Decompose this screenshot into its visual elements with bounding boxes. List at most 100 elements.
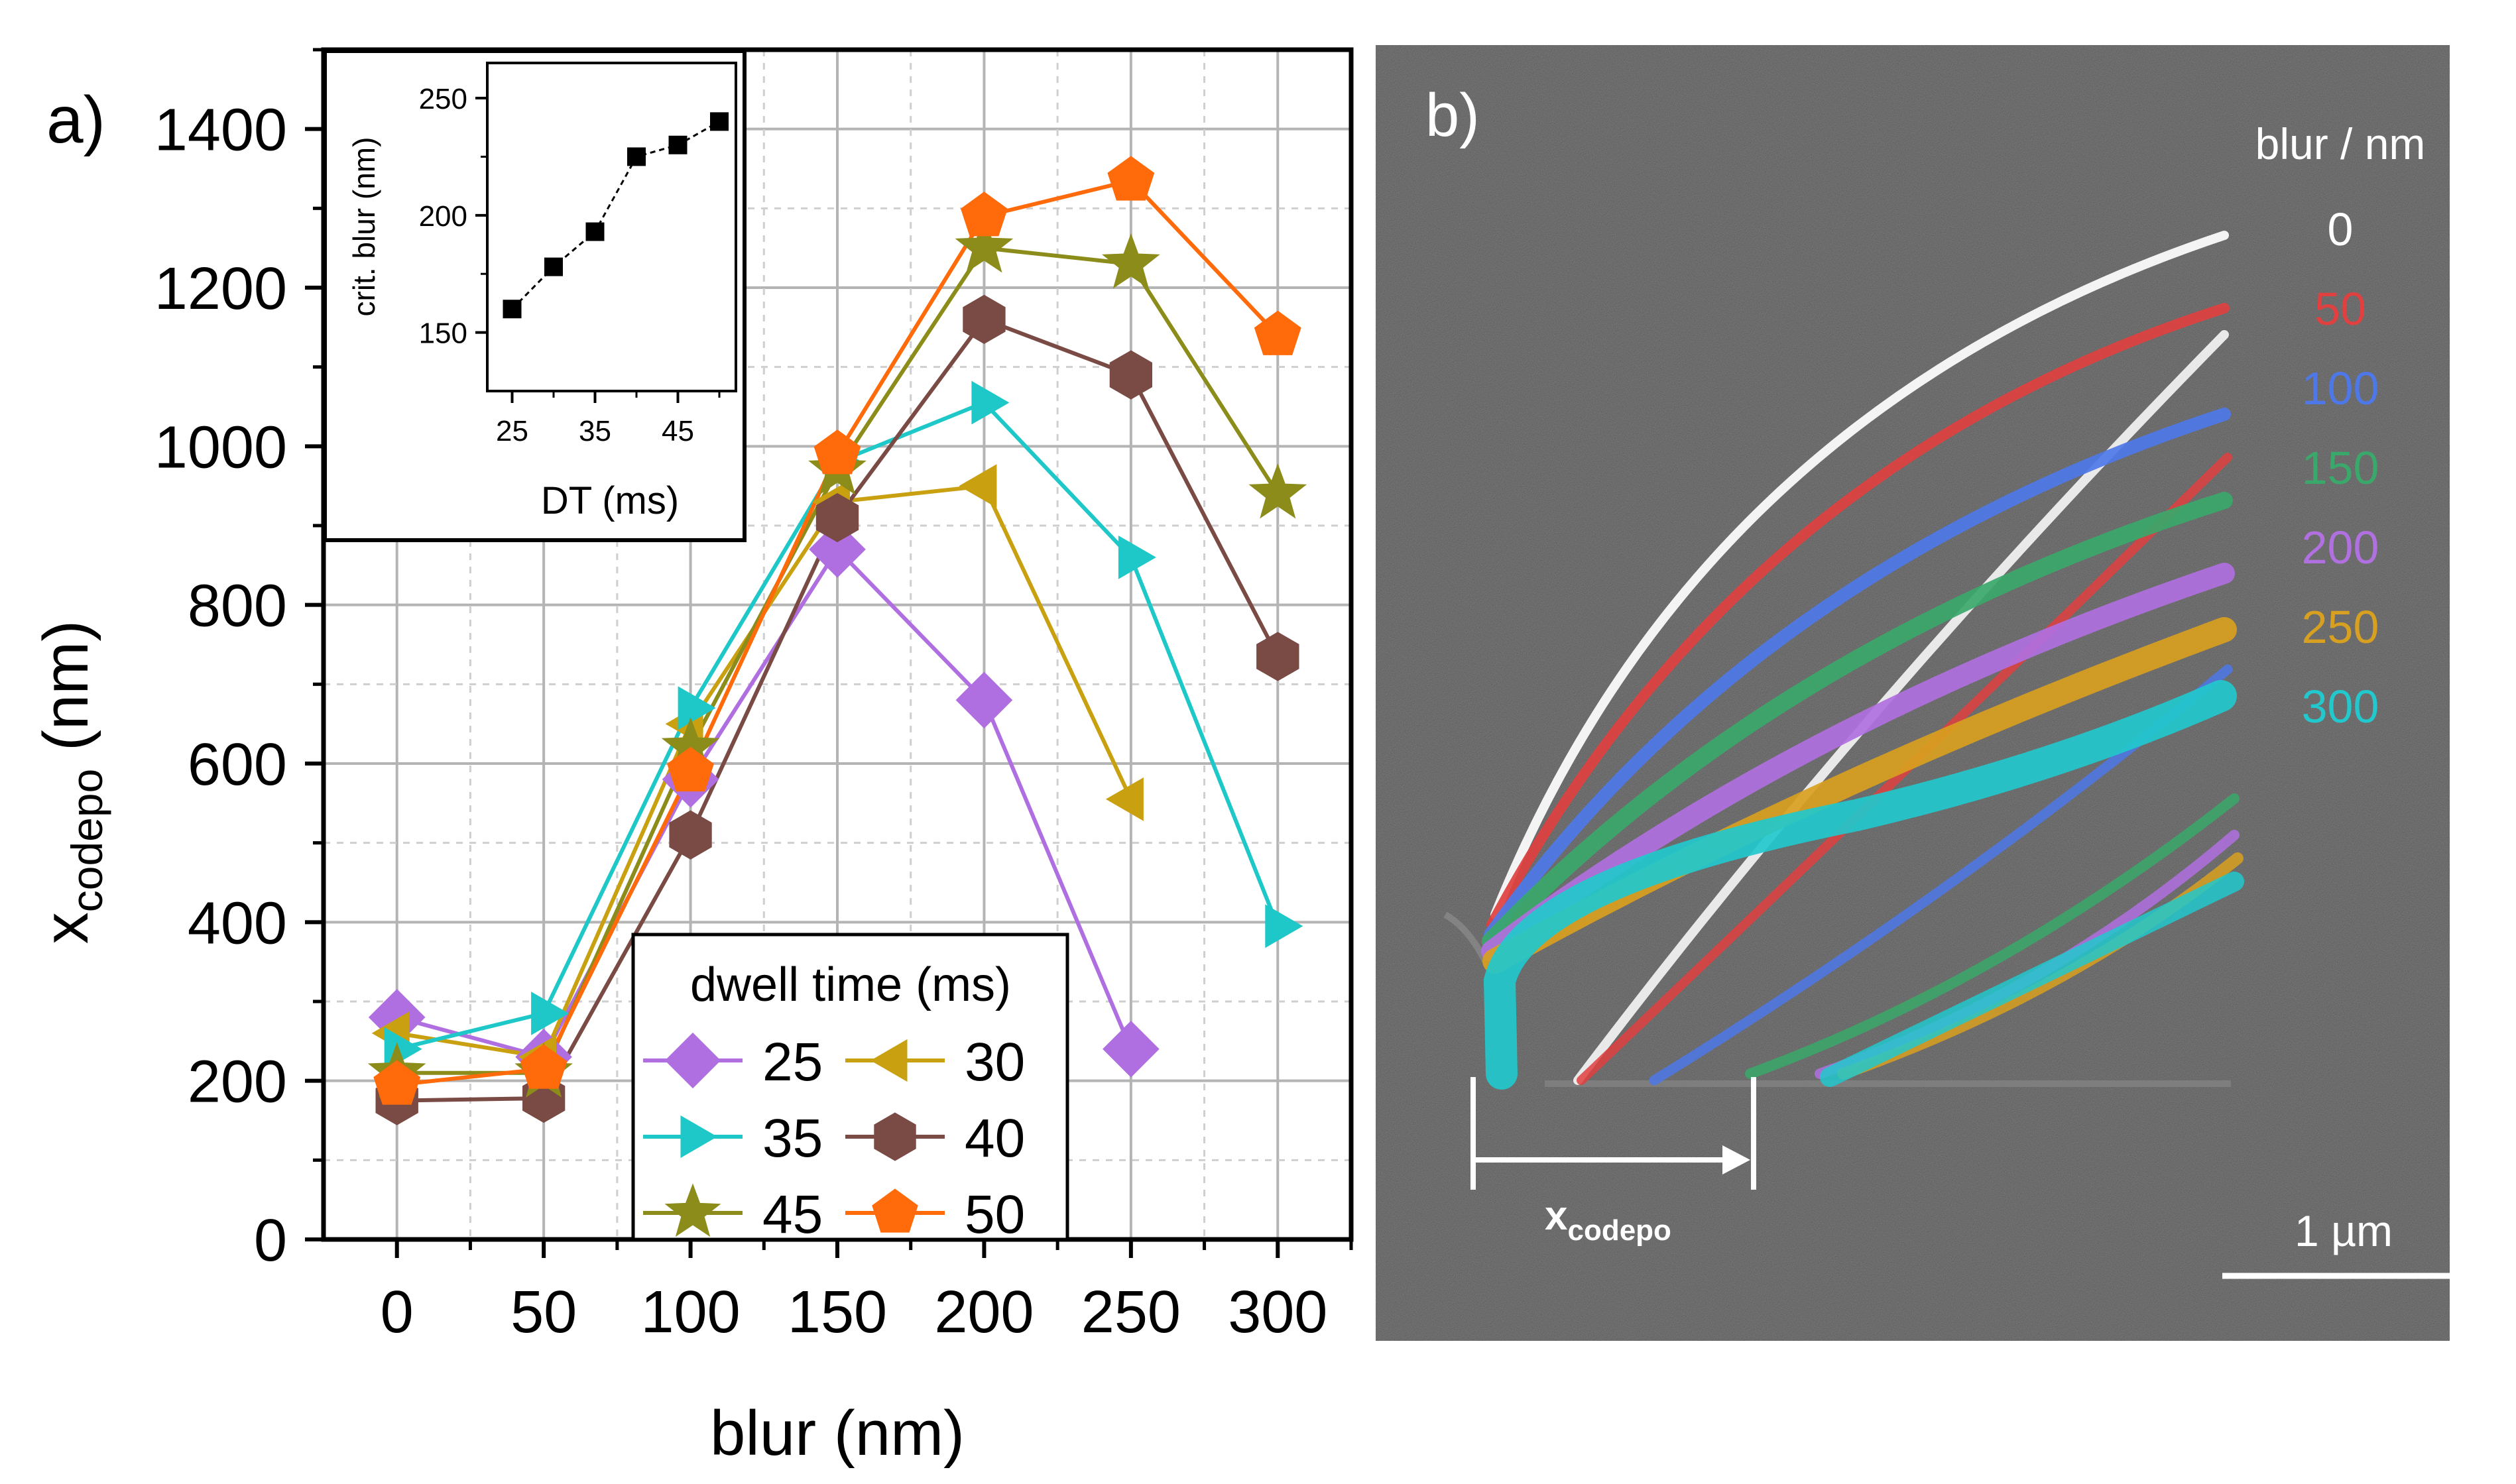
diagonal-wire-6 (1820, 872, 2244, 1087)
panel-a-chart: a) 0 50 100 150 200 250 300 0 200 400 600 800 1000 12… (30, 47, 1354, 1469)
x-axis-label: blur (nm) (710, 1398, 965, 1469)
sem-legend-item-200: 200 (2302, 522, 2379, 573)
legend-marker-25 (664, 1032, 721, 1089)
marker-45 (955, 217, 1014, 273)
legend-title: dwell time (ms) (690, 958, 1011, 1011)
curved-wire-3 (1482, 492, 2233, 950)
inset-y-label: crit. blur (nm) (347, 137, 381, 317)
marker-40 (815, 492, 859, 543)
legend: dwell time (ms) 25 30 35 40 45 50 (631, 933, 1069, 1245)
legend-marker-45 (664, 1183, 721, 1237)
legend-marker-50 (872, 1188, 918, 1233)
x-tick-label: 0 (381, 1279, 414, 1345)
legend-marker-40 (874, 1112, 916, 1161)
marker-35 (1118, 535, 1156, 579)
legend-label-50: 50 (965, 1184, 1025, 1245)
legend-label-40: 40 (965, 1108, 1025, 1169)
legend-box (631, 933, 1069, 1241)
marker-40 (1109, 350, 1152, 400)
series-line-25 (396, 546, 1133, 1060)
marker-45 (1102, 233, 1160, 289)
legend-label-45: 45 (762, 1184, 823, 1245)
inset-plot-frame (486, 62, 737, 392)
inset-series (503, 112, 729, 319)
inset-x-tick-label: 45 (662, 415, 694, 447)
inset-x-label: DT (ms) (541, 479, 679, 522)
sem-legend-item-50: 50 (2314, 283, 2366, 335)
inset-chart: 25 35 45 150 200 250 crit. blur (nm) DT (ms) (323, 49, 747, 542)
xcodepo-measure: xcodepo (1470, 1077, 1756, 1247)
y-axis-label: xcodepo (nm) (30, 620, 111, 944)
scale-bar: 1 µm (2222, 1206, 2466, 1279)
sem-legend: 0 50 100 150 200 250 300 (2302, 203, 2379, 732)
inset-y-tick-label: 200 (419, 200, 467, 233)
x-tick-label: 100 (640, 1279, 740, 1345)
inset-point (627, 147, 646, 166)
panel-a-label: a) (46, 83, 105, 157)
y-tick-label: 1200 (154, 256, 287, 322)
legend-label-30: 30 (965, 1032, 1025, 1092)
measure-arrow-head (1722, 1145, 1750, 1174)
inset-y-tick-label: 250 (419, 83, 467, 115)
marker-35 (1265, 904, 1303, 948)
marker-50 (1107, 156, 1155, 201)
y-tick-label: 400 (188, 890, 287, 956)
inset-axis-ticks: 25 35 45 150 200 250 (419, 83, 721, 447)
measure-label: xcodepo (1545, 1193, 1671, 1247)
inset-point (503, 300, 522, 319)
marker-50 (1254, 310, 1301, 355)
marker-30 (1105, 777, 1144, 821)
y-tick-label: 800 (188, 573, 287, 640)
curved-wire-0 (1490, 231, 2229, 919)
sem-legend-item-300: 300 (2302, 681, 2379, 732)
legend-marker-35 (680, 1115, 717, 1159)
x-tick-label: 200 (934, 1279, 1034, 1345)
scale-bar-label: 1 µm (2295, 1206, 2393, 1255)
marker-25 (1103, 1020, 1160, 1078)
inset-point (710, 112, 729, 131)
marker-25 (955, 671, 1013, 729)
curved-wire-2 (1484, 408, 2231, 941)
inset-point (544, 257, 563, 276)
marker-40 (669, 810, 712, 860)
marker-50 (667, 746, 714, 792)
deposited-structures (1443, 231, 2244, 1090)
marker-30 (959, 464, 997, 508)
main-axis-ticks: 0 50 100 150 200 250 300 0 200 400 600 800 1000 1200 1… (154, 48, 1353, 1345)
marker-50 (520, 1044, 568, 1089)
y-tick-label: 600 (188, 732, 287, 798)
sem-legend-title: blur / nm (2255, 119, 2426, 168)
curved-wire-1 (1486, 303, 2230, 930)
diagonal-wire-3 (1745, 793, 2240, 1079)
x-tick-label: 50 (510, 1279, 577, 1345)
y-tick-label: 1400 (154, 97, 287, 164)
sem-legend-item-100: 100 (2302, 363, 2379, 414)
inset-point (668, 135, 688, 154)
marker-35 (531, 992, 569, 1035)
curved-wire-6 (1483, 680, 2237, 1090)
panel-b-label: b) (1425, 82, 1480, 149)
marker-50 (813, 429, 861, 475)
legend-marker-30 (870, 1039, 908, 1082)
inset-y-tick-label: 150 (419, 317, 467, 350)
y-tick-label: 200 (188, 1049, 287, 1115)
inset-point (585, 222, 605, 241)
faint-trace (1443, 911, 1488, 963)
marker-35 (971, 380, 1010, 425)
x-tick-label: 300 (1228, 1279, 1327, 1345)
main-series-markers (367, 156, 1307, 1125)
sem-legend-item-250: 250 (2302, 601, 2379, 653)
sem-legend-item-0: 0 (2328, 203, 2354, 255)
inset-x-tick-label: 35 (579, 415, 611, 447)
marker-40 (1256, 632, 1299, 681)
x-tick-label: 250 (1081, 1279, 1181, 1345)
y-tick-label: 1000 (154, 414, 287, 481)
marker-50 (961, 192, 1008, 237)
legend-label-25: 25 (762, 1032, 823, 1092)
marker-25 (809, 521, 866, 578)
marker-40 (963, 294, 1006, 345)
marker-50 (373, 1060, 421, 1105)
x-tick-label: 150 (788, 1279, 887, 1345)
